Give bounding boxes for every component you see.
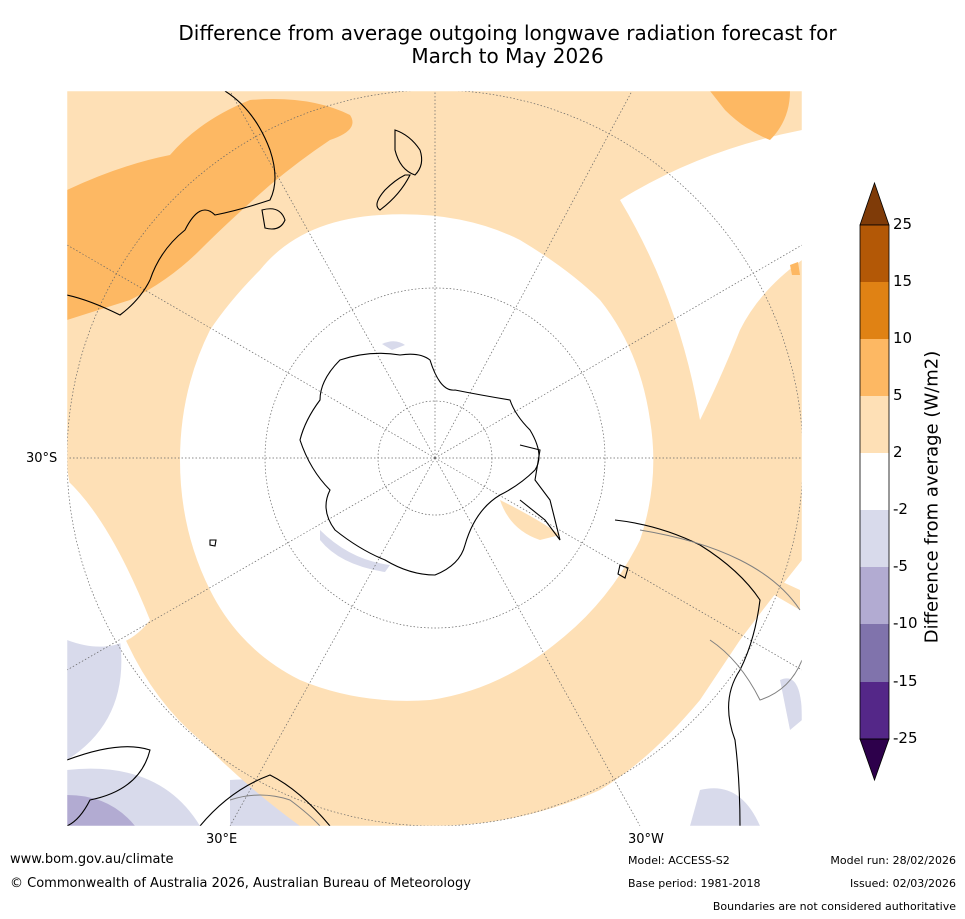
map-border bbox=[66, 90, 803, 827]
colorbar-tick: -15 bbox=[893, 672, 918, 690]
colorbar-tick: 5 bbox=[893, 386, 903, 404]
neutral-west bbox=[67, 480, 150, 647]
falkland-islands bbox=[617, 564, 629, 579]
colorbar-band-neutral bbox=[860, 453, 889, 510]
model-run-date: Model run: 28/02/2026 bbox=[830, 854, 956, 867]
website-link[interactable]: www.bom.gov.au/climate bbox=[10, 852, 174, 867]
meridian bbox=[67, 457, 436, 671]
south-america-coast bbox=[614, 519, 761, 826]
new-zealand-south-coast bbox=[376, 174, 411, 211]
africa-coast bbox=[67, 746, 151, 826]
patch-peninsula bbox=[500, 500, 560, 540]
small-island bbox=[209, 539, 217, 547]
colorbar-tick: -5 bbox=[893, 557, 908, 575]
patch-orange-ne bbox=[710, 91, 790, 140]
title-line-1: Difference from average outgoing longwav… bbox=[178, 21, 837, 45]
patch-medium-purple-sw bbox=[67, 795, 135, 826]
issued-date: Issued: 02/03/2026 bbox=[849, 877, 956, 890]
colorbar-tick: 15 bbox=[893, 272, 913, 290]
colorbar-band-neg10-neg15 bbox=[860, 624, 889, 682]
base-period: Base period: 1981-2018 bbox=[628, 877, 761, 890]
australia-coast bbox=[67, 91, 276, 316]
colorbar-band-2-5 bbox=[860, 396, 889, 453]
lon-label-30e: 30°E bbox=[206, 832, 238, 847]
patch-purple-se bbox=[690, 788, 760, 826]
meridian bbox=[229, 457, 436, 826]
neutral-east bbox=[620, 130, 802, 420]
meridian bbox=[434, 244, 802, 459]
colorbar-tick: -25 bbox=[893, 729, 918, 747]
colorbar-band-10-15 bbox=[860, 282, 889, 339]
colorbar-band-15-25 bbox=[860, 225, 889, 282]
map-frame bbox=[67, 91, 802, 826]
neutral-areas bbox=[67, 130, 802, 647]
colorbar-tick: 10 bbox=[893, 329, 913, 347]
warm-ring bbox=[67, 91, 802, 826]
colorbar-band-5-10 bbox=[860, 339, 889, 396]
africa-south-coast bbox=[199, 774, 331, 826]
patch-purple-coast bbox=[382, 341, 405, 350]
colorbar-band-neg15-neg25 bbox=[860, 682, 889, 739]
lon-label-30w: 30°W bbox=[628, 832, 664, 847]
colorbar-axis-label: Difference from average (W/m2) bbox=[921, 350, 943, 644]
lat-label-30s: 30°S bbox=[26, 451, 58, 466]
patch-orange-small bbox=[790, 262, 800, 275]
colorbar-outline bbox=[859, 224, 890, 740]
lat-circle-60 bbox=[264, 287, 606, 629]
model-name: Model: ACCESS-S2 bbox=[628, 854, 730, 867]
patch-purple-e bbox=[780, 678, 802, 730]
graticule bbox=[67, 91, 802, 826]
border-africa bbox=[229, 794, 321, 826]
anomaly-2-5 bbox=[67, 91, 802, 826]
new-zealand-north-coast bbox=[394, 129, 423, 176]
patch-orange-australia bbox=[67, 99, 353, 320]
colorbar-band-neg5-neg10 bbox=[860, 567, 889, 624]
copyright: © Commonwealth of Australia 2026, Austra… bbox=[10, 876, 471, 891]
meridian bbox=[434, 91, 633, 459]
border-south-america bbox=[709, 639, 802, 701]
colorbar-tick: 2 bbox=[893, 443, 903, 461]
disclaimer: Boundaries are not considered authoritat… bbox=[712, 900, 956, 913]
country-borders bbox=[229, 529, 802, 826]
meridian bbox=[434, 457, 641, 826]
colorbar-extend-top bbox=[859, 181, 890, 226]
meridian bbox=[67, 244, 436, 459]
antarctica-coast bbox=[299, 352, 540, 576]
border-chile-argentina bbox=[639, 529, 801, 611]
meridian bbox=[229, 91, 436, 459]
antarctic-peninsula-coast bbox=[519, 444, 561, 541]
colorbar-band-neg2-neg5 bbox=[860, 510, 889, 567]
patch-chile bbox=[735, 560, 800, 610]
colorbar-extend-bottom bbox=[859, 738, 890, 782]
colorbar-tick: -10 bbox=[893, 614, 918, 632]
title-line-2: March to May 2026 bbox=[411, 44, 604, 68]
coastlines bbox=[67, 91, 761, 826]
colorbar-tick: 25 bbox=[893, 215, 913, 233]
anomaly-5-10 bbox=[67, 91, 800, 320]
tasmania-coast bbox=[261, 208, 286, 230]
colorbar bbox=[859, 181, 890, 782]
chart-title: Difference from average outgoing longwav… bbox=[80, 22, 935, 68]
colorbar-tick: -2 bbox=[893, 500, 908, 518]
meridian bbox=[434, 457, 802, 671]
patch-purple-antarctic bbox=[320, 530, 390, 572]
